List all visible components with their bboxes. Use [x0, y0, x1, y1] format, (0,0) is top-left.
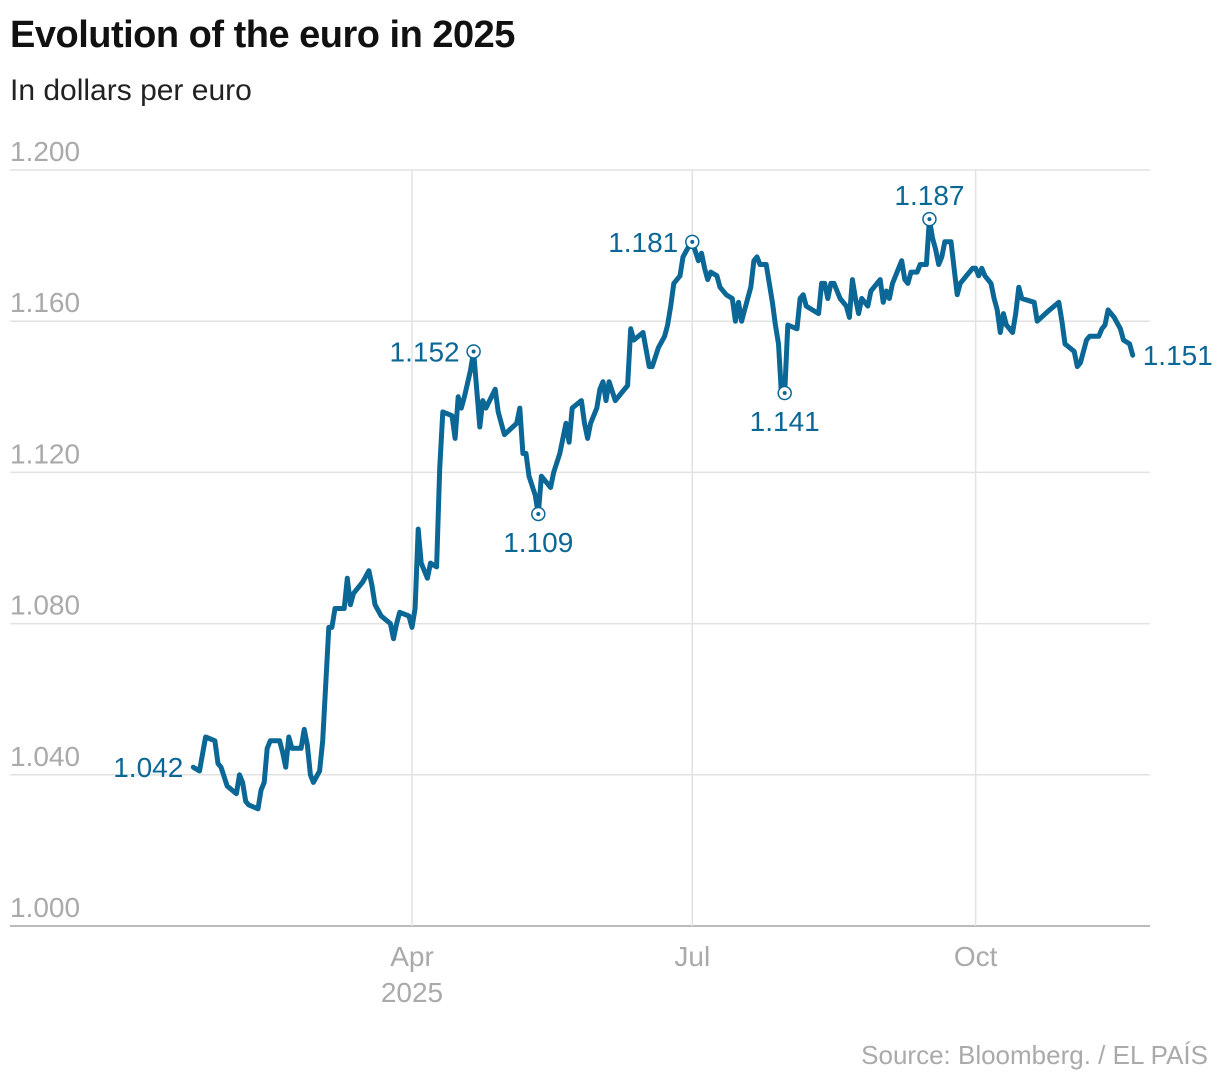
annotation-label: 1.152 — [390, 336, 460, 367]
y-tick-label: 1.040 — [10, 741, 80, 772]
annotation-marker-dot — [536, 511, 541, 516]
x-tick-sublabel: 2025 — [381, 977, 443, 1008]
annotation-label: 1.181 — [608, 227, 678, 258]
y-tick-label: 1.120 — [10, 438, 80, 469]
x-tick-label: Oct — [954, 941, 998, 972]
annotation-label: 1.187 — [894, 180, 964, 211]
annotation-marker-dot — [782, 391, 787, 396]
y-tick-label: 1.000 — [10, 892, 80, 923]
x-tick-label: Jul — [674, 941, 710, 972]
y-tick-label: 1.200 — [10, 136, 80, 167]
annotation-label: 1.141 — [750, 406, 820, 437]
series-line — [190, 216, 1136, 812]
x-tick-label: Apr — [390, 941, 434, 972]
annotation-label: 1.151 — [1143, 340, 1213, 371]
annotation-marker-dot — [927, 217, 932, 222]
source-note: Source: Bloomberg. / EL PAÍS — [861, 1040, 1208, 1070]
y-tick-label: 1.160 — [10, 287, 80, 318]
chart-subtitle: In dollars per euro — [10, 74, 252, 107]
annotation-label: 1.042 — [113, 752, 183, 783]
annotation-marker-dot — [471, 349, 476, 354]
annotation-label: 1.109 — [503, 527, 573, 558]
y-tick-label: 1.080 — [10, 590, 80, 621]
annotation-marker-dot — [690, 239, 695, 244]
chart-title: Evolution of the euro in 2025 — [10, 14, 515, 56]
